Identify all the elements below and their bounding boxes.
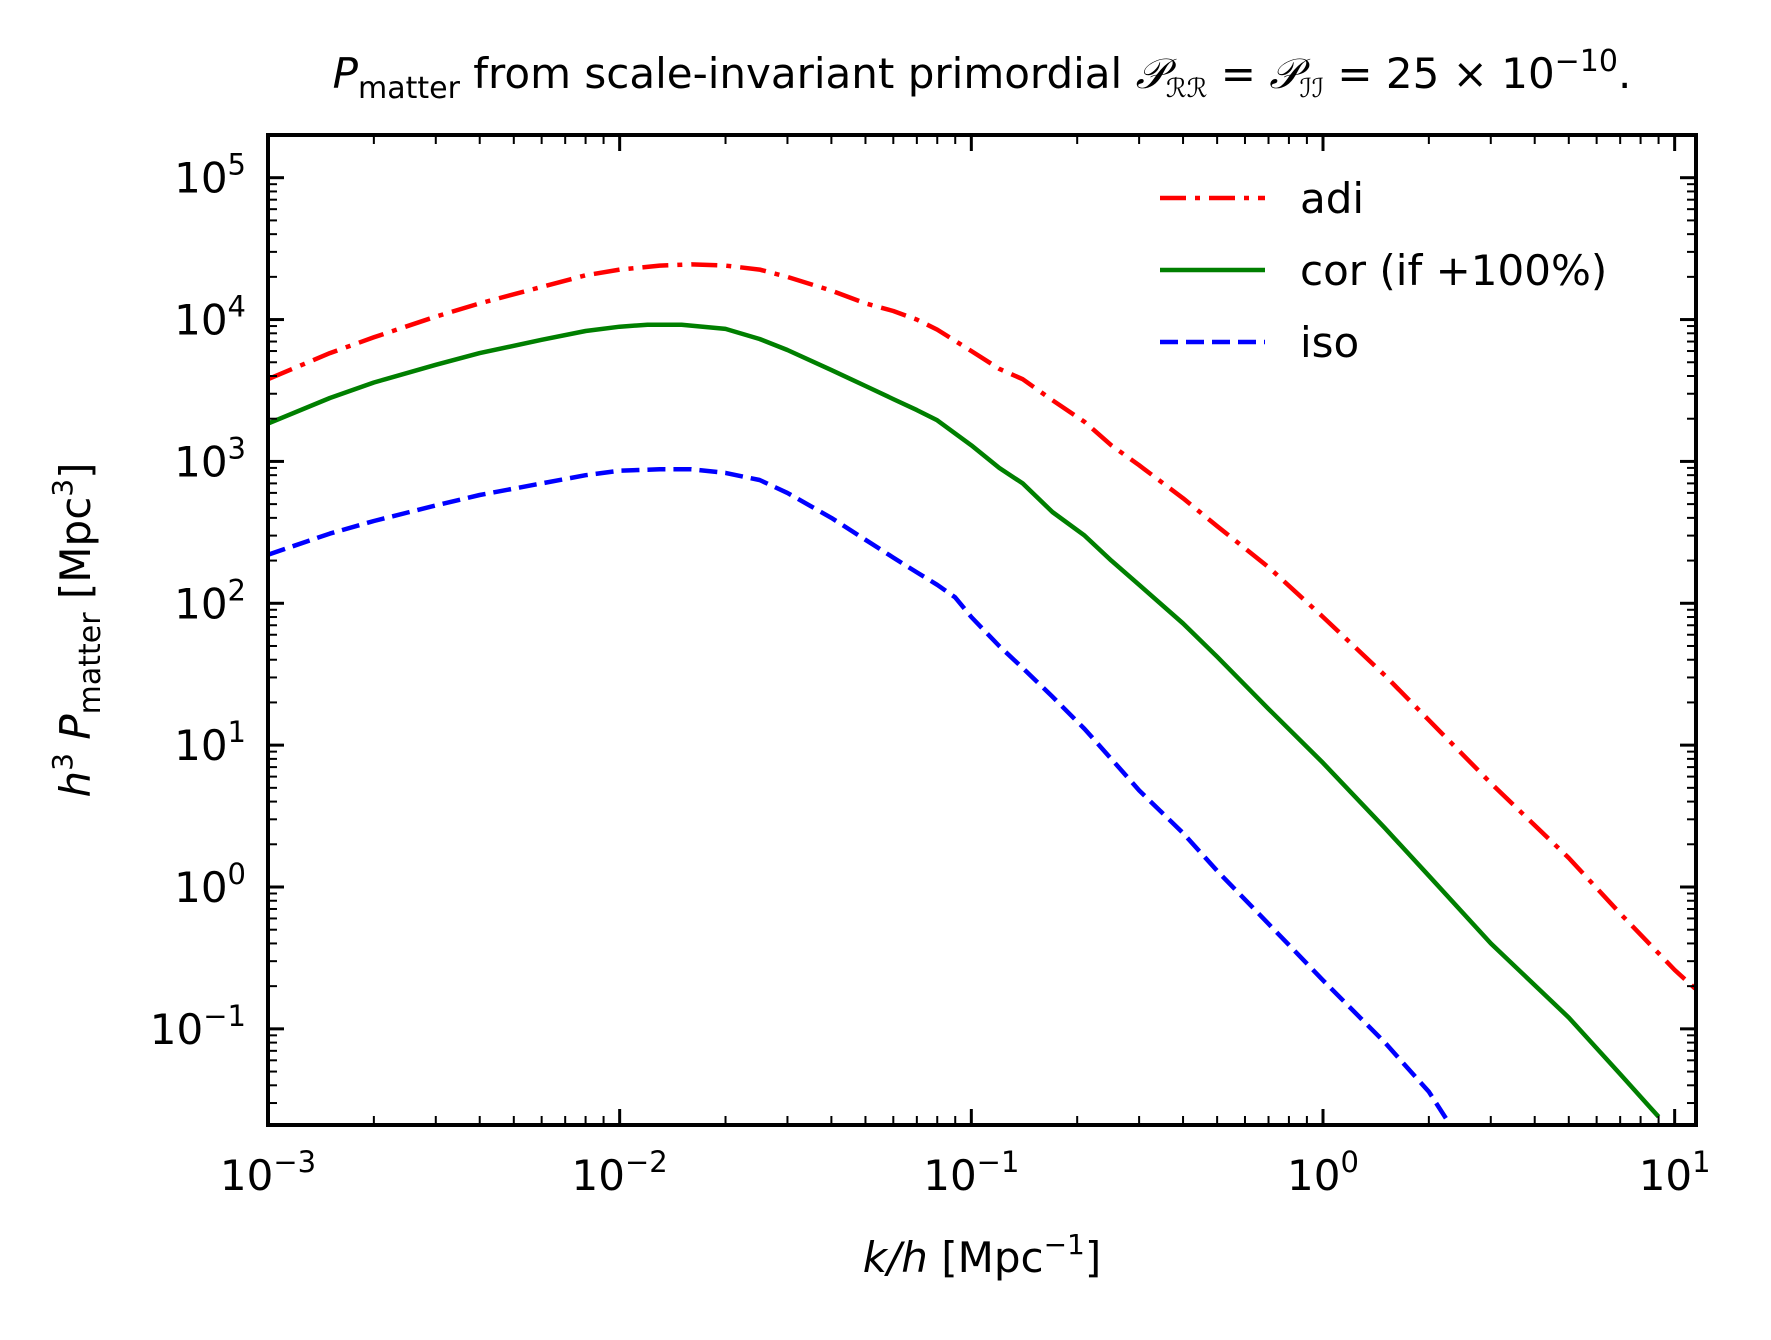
- x-tick-label-4-exp: 1: [1692, 1145, 1710, 1179]
- xlabel-exp: −1: [1044, 1228, 1085, 1261]
- y-tick-label-3-exp: 2: [228, 573, 246, 607]
- x-tick-label-2-exp: −1: [977, 1145, 1020, 1179]
- y-tick-label-2: 101: [174, 715, 246, 770]
- y-tick-label-3-base: 10: [174, 579, 227, 628]
- series-line-1: [268, 322, 1661, 1119]
- y-tick-label-5-exp: 4: [228, 290, 246, 324]
- y-tick-label-1-exp: 0: [228, 857, 246, 891]
- x-tick-label-1: 10−2: [572, 1145, 668, 1200]
- ylabel-h: h: [51, 771, 100, 798]
- ylabel-close: ]: [51, 462, 100, 478]
- y-tick-label-0-exp: −1: [203, 999, 246, 1033]
- x-tick-label-1-base: 10: [572, 1151, 625, 1200]
- y-tick-label-6-exp: 5: [228, 148, 246, 182]
- y-tick-label-0: 10−1: [150, 999, 246, 1054]
- y-tick-label-6-base: 10: [174, 154, 227, 203]
- y-tick-label-4-exp: 3: [228, 431, 246, 465]
- xlabel-k: k: [863, 1233, 889, 1282]
- y-tick-label-6: 105: [174, 148, 246, 203]
- title-value: = 25 × 10: [1324, 49, 1555, 98]
- xlabel-unit: [Mpc: [928, 1233, 1044, 1282]
- legend-label-0: adi: [1300, 174, 1364, 223]
- ylabel-p: P: [51, 714, 100, 753]
- y-tick-label-4-base: 10: [174, 437, 227, 486]
- y-tick-label-3: 102: [174, 573, 246, 628]
- legend-label-1: cor (if +100%): [1300, 246, 1607, 295]
- ylabel-unit: [Mpc: [51, 497, 100, 613]
- y-tick-label-1-base: 10: [174, 863, 227, 912]
- x-tick-label-0-exp: −3: [273, 1145, 316, 1179]
- title-rr-sub: ℛℛ: [1166, 74, 1208, 104]
- title-p: P: [333, 49, 359, 98]
- ylabel-h-exp: 3: [46, 753, 79, 771]
- title-p-sub: matter: [358, 71, 461, 106]
- y-tick-label-2-exp: 1: [228, 715, 246, 749]
- x-tick-label-0: 10−3: [220, 1145, 316, 1200]
- title-end: .: [1618, 49, 1631, 98]
- y-tick-label-0-base: 10: [150, 1005, 203, 1054]
- series-line-0: [268, 262, 1696, 991]
- x-axis-label: k/h [Mpc−1]: [863, 1228, 1102, 1282]
- xlabel-h: /h: [883, 1233, 928, 1282]
- ylabel-exp: 3: [46, 479, 79, 497]
- y-axis-label: h3 Pmatter [Mpc3]: [46, 462, 108, 797]
- x-tick-label-1-exp: −2: [625, 1145, 668, 1179]
- series-line-2: [268, 467, 1453, 1125]
- series-group: [268, 262, 1696, 1125]
- xlabel-close: ]: [1085, 1233, 1101, 1282]
- x-tick-label-4-base: 10: [1639, 1151, 1692, 1200]
- x-tick-label-4: 101: [1639, 1145, 1711, 1200]
- ylabel-p-sub: matter: [73, 612, 108, 715]
- x-tick-label-3: 100: [1287, 1145, 1359, 1200]
- x-tick-label-2: 10−1: [923, 1145, 1019, 1200]
- x-tick-label-3-base: 10: [1287, 1151, 1340, 1200]
- y-tick-label-2-base: 10: [174, 721, 227, 770]
- chart-title: Pmatter from scale-invariant primordial …: [333, 44, 1632, 106]
- title-mid: from scale-invariant primordial: [460, 49, 1136, 98]
- legend-label-2: iso: [1300, 318, 1359, 367]
- y-tick-label-1: 100: [174, 857, 246, 912]
- y-tick-label-4: 103: [174, 431, 246, 486]
- x-tick-label-3-exp: 0: [1340, 1145, 1358, 1179]
- y-tick-label-5-base: 10: [174, 296, 227, 345]
- title-exp: −10: [1555, 44, 1618, 79]
- y-tick-label-5: 104: [174, 290, 246, 345]
- title-ii-sub: ℐℐ: [1300, 74, 1324, 104]
- plot-frame: [266, 133, 1698, 1127]
- x-tick-label-0-base: 10: [220, 1151, 273, 1200]
- title-eq: =: [1207, 49, 1269, 98]
- legend: adi cor (if +100%) iso: [1160, 174, 1607, 367]
- x-tick-label-2-base: 10: [923, 1151, 976, 1200]
